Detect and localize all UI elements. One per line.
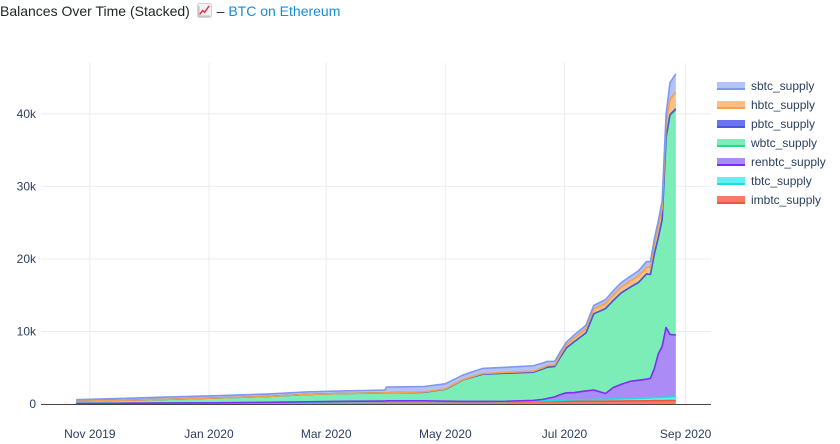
title-separator: – — [216, 3, 225, 19]
legend-item-pbtc_supply[interactable]: pbtc_supply — [717, 117, 815, 131]
y-tick-label: 0 — [29, 397, 36, 411]
legend-label: renbtc_supply — [751, 155, 826, 169]
legend-swatch — [717, 82, 745, 90]
legend-item-sbtc_supply[interactable]: sbtc_supply — [717, 79, 814, 93]
x-tick-label: Jul 2020 — [542, 427, 588, 441]
btc-on-ethereum-link[interactable]: BTC on Ethereum — [228, 3, 341, 19]
chart-header: Balances Over Time (Stacked) – BTC on Et… — [0, 3, 340, 23]
legend-label: pbtc_supply — [751, 117, 815, 131]
area-renbtc_supply[interactable] — [76, 327, 676, 404]
x-tick-label: Nov 2019 — [64, 427, 116, 441]
legend-swatch — [717, 139, 745, 147]
x-tick-label: May 2020 — [419, 427, 472, 441]
x-tick-label: Mar 2020 — [301, 427, 352, 441]
legend-item-hbtc_supply[interactable]: hbtc_supply — [717, 98, 815, 112]
y-tick-label: 10k — [17, 324, 37, 338]
legend-swatch — [717, 196, 745, 204]
y-tick-label: 20k — [17, 252, 37, 266]
line-sbtc_supply — [76, 73, 677, 401]
legend-item-renbtc_supply[interactable]: renbtc_supply — [717, 155, 826, 169]
legend-item-tbtc_supply[interactable]: tbtc_supply — [717, 174, 812, 188]
x-tick-label: Jan 2020 — [184, 427, 234, 441]
line-hbtc_supply — [76, 91, 677, 402]
legend-swatch — [717, 101, 745, 109]
x-tick-label: Sep 2020 — [660, 427, 712, 441]
legend-item-imbtc_supply[interactable]: imbtc_supply — [717, 193, 821, 207]
legend-swatch — [717, 120, 745, 128]
y-tick-label: 30k — [17, 179, 37, 193]
area-wbtc_supply[interactable] — [76, 110, 676, 404]
area-series — [76, 73, 677, 405]
legend-label: imbtc_supply — [751, 193, 821, 207]
y-tick-label: 40k — [17, 107, 37, 121]
legend[interactable]: sbtc_supply hbtc_supply pbtc_supply wbtc_su… — [717, 79, 826, 207]
line-renbtc_supply — [76, 326, 676, 405]
legend-label: wbtc_supply — [750, 136, 817, 150]
chart-increasing-icon — [196, 3, 212, 18]
chart-title: Balances Over Time (Stacked) — [0, 3, 190, 19]
legend-label: hbtc_supply — [751, 98, 815, 112]
legend-swatch — [717, 177, 745, 185]
legend-item-wbtc_supply[interactable]: wbtc_supply — [717, 136, 817, 150]
axes: 0 10k 20k 30k 40k Nov 2019 Jan 2020 Mar 2020 May… — [17, 107, 712, 441]
legend-swatch — [717, 158, 745, 166]
legend-label: sbtc_supply — [751, 79, 814, 93]
legend-label: tbtc_supply — [751, 174, 812, 188]
